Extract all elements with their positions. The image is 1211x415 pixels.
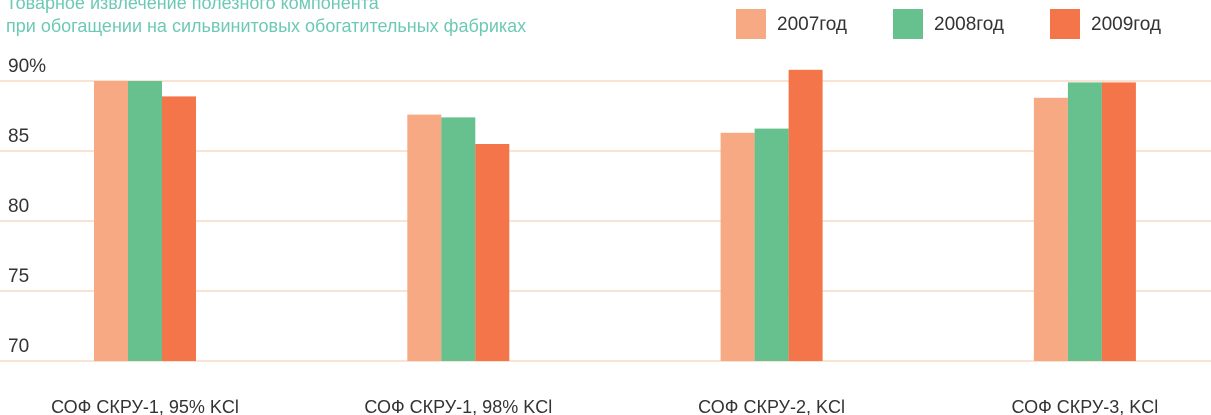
- y-tick-label: 90%: [8, 56, 46, 77]
- y-tick-label: 80: [8, 196, 29, 217]
- bar: [94, 81, 128, 361]
- bar: [720, 132, 755, 361]
- y-tick-label: 70: [8, 336, 29, 357]
- bar: [754, 128, 789, 361]
- bar: [128, 81, 162, 361]
- legend-swatch: [736, 9, 766, 39]
- x-tick-label: СОФ СКРУ-2, KCl: [698, 397, 845, 415]
- chart-title: Товарное извлечение полезного компонента: [6, 0, 380, 13]
- bar: [1101, 82, 1136, 362]
- legend-label: 2009год: [1091, 14, 1161, 35]
- legend-swatch: [893, 9, 923, 39]
- bar: [407, 114, 442, 361]
- bar: [162, 96, 196, 362]
- x-tick-label: СОФ СКРУ-1, 95% KCl: [51, 397, 239, 415]
- bar: [1033, 97, 1068, 362]
- chart-subtitle: при обогащении на сильвинитовых обогатит…: [6, 16, 526, 36]
- legend-label: 2008год: [934, 14, 1004, 35]
- x-tick-label: СОФ СКРУ-1, 98% KCl: [364, 397, 552, 415]
- bar: [1067, 82, 1102, 362]
- x-tick-label: СОФ СКРУ-3, KCl: [1011, 397, 1158, 415]
- bar: [441, 117, 476, 362]
- legend-label: 2007год: [777, 14, 847, 35]
- y-tick-label: 75: [8, 266, 29, 287]
- y-tick-label: 85: [8, 126, 29, 147]
- legend-swatch: [1050, 9, 1080, 39]
- bar: [475, 144, 510, 361]
- bar: [788, 69, 823, 362]
